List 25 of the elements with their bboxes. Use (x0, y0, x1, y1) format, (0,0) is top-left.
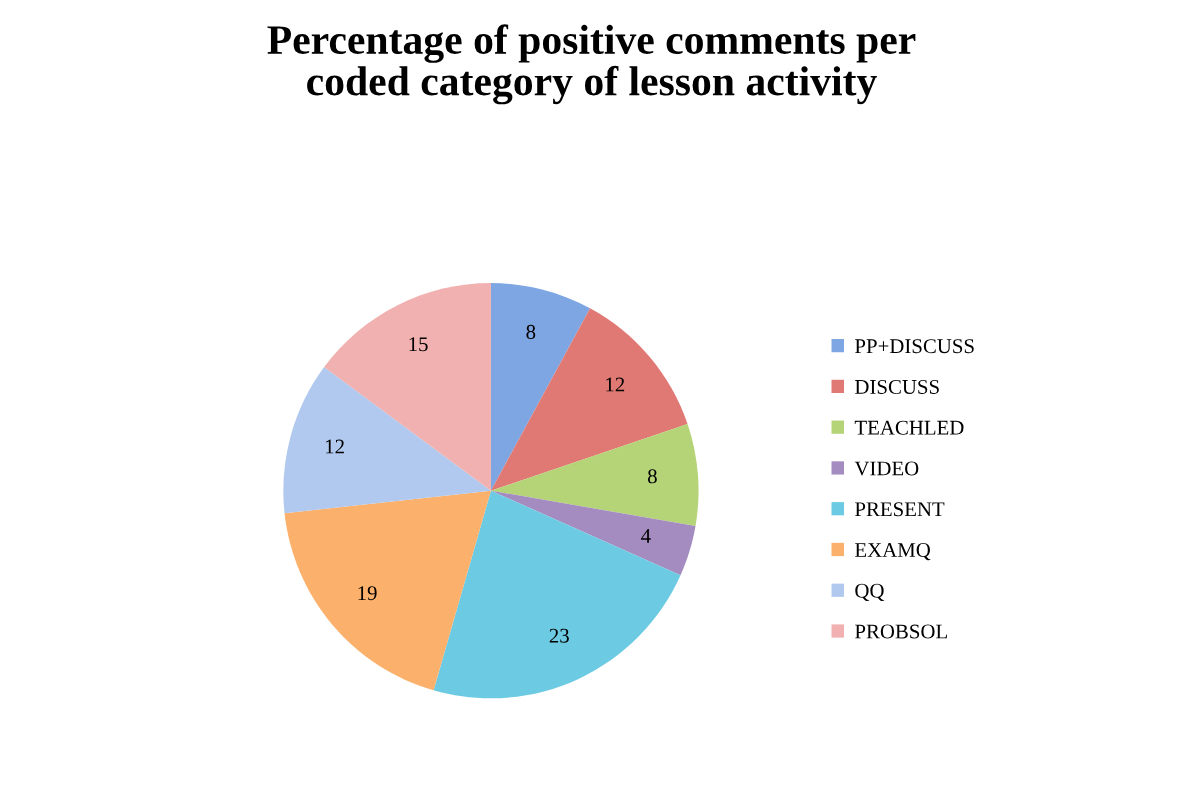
legend-label: QQ (855, 583, 885, 601)
data-label: 15 (409, 337, 428, 352)
data-label: 8 (647, 469, 657, 484)
legend-label: PRESENT (855, 502, 945, 517)
data-label: 19 (358, 586, 377, 601)
legend-label: PROBSOL (855, 624, 947, 639)
chart-title: Percentage of positive comments per coded category of lesson activity (267, 24, 916, 105)
pie-slice (490, 308, 688, 491)
legend-label: PP+DISCUSS (855, 339, 974, 354)
data-label: 23 (549, 628, 569, 643)
data-label: 12 (606, 377, 625, 392)
legend-label: DISCUSS (855, 379, 939, 394)
data-label: 12 (326, 439, 344, 454)
pie-slice (490, 490, 696, 576)
pie-slice (490, 424, 699, 526)
pie-slice (283, 367, 491, 514)
pie-slice (284, 490, 491, 691)
legend-label: VIDEO (854, 461, 919, 476)
legend-label: EXAMQ (855, 543, 931, 561)
pie-slice (433, 490, 681, 699)
data-label: 4 (641, 529, 651, 543)
pie-slice (324, 283, 491, 491)
legend-label: TEACHLED (854, 420, 964, 435)
data-label: 8 (526, 324, 536, 339)
pie-slice (490, 283, 591, 491)
